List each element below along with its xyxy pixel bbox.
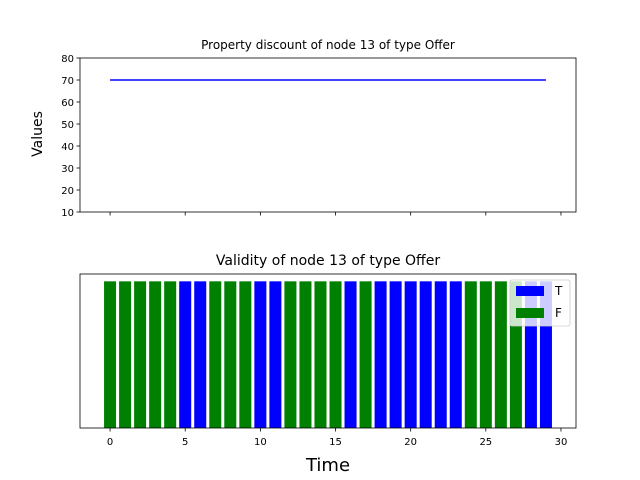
validity-bar-f <box>104 281 117 428</box>
validity-bar-f <box>209 281 222 428</box>
discount-chart-y-tick-label: 80 <box>61 54 74 65</box>
discount-chart-y-tick-label: 10 <box>61 208 74 219</box>
validity-chart-title: Validity of node 13 of type Offer <box>216 253 440 269</box>
validity-bar-t <box>449 281 462 428</box>
validity-bar-f <box>299 281 312 428</box>
validity-bar-t <box>389 281 402 428</box>
validity-chart-x-tick-label: 20 <box>404 437 417 448</box>
discount-chart-y-tick-label: 20 <box>61 186 74 197</box>
validity-bar-f <box>464 281 477 428</box>
validity-chart-plot-frame <box>79 273 577 429</box>
validity-bar-t <box>404 281 417 428</box>
discount-chart-y-tick-label: 40 <box>61 142 74 153</box>
validity-chart-x-tick-label: 5 <box>182 437 188 448</box>
discount-chart-y-axis-label: Values <box>30 111 46 157</box>
discount-chart-y-ticks: 10 20 30 40 50 60 70 80 <box>61 54 80 219</box>
validity-bar-f <box>149 281 162 428</box>
validity-bar-t <box>254 281 267 428</box>
validity-chart-bars <box>104 281 552 428</box>
validity-bar-f <box>239 281 252 428</box>
discount-chart-y-tick-label: 30 <box>61 164 74 175</box>
discount-chart-title: Property discount of node 13 of type Off… <box>201 38 455 52</box>
validity-bar-f <box>359 281 372 428</box>
legend-swatch-f <box>516 308 544 318</box>
validity-bar-t <box>419 281 432 428</box>
validity-bar-t <box>269 281 282 428</box>
validity-bar-t <box>374 281 387 428</box>
validity-chart-x-tick-label: 0 <box>107 437 113 448</box>
discount-chart-y-tick-label: 70 <box>61 76 74 87</box>
discount-chart-y-tick-label: 50 <box>61 120 74 131</box>
validity-chart-x-axis-label: Time <box>305 455 350 476</box>
validity-chart-x-tick-label: 25 <box>479 437 492 448</box>
validity-bar-t <box>344 281 357 428</box>
validity-bar-f <box>134 281 147 428</box>
discount-chart-x-ticks <box>109 212 562 216</box>
discount-chart-plot-frame <box>79 57 577 213</box>
validity-bar-f <box>224 281 237 428</box>
validity-bar-f <box>314 281 327 428</box>
validity-chart-x-tick-label: 30 <box>555 437 568 448</box>
legend-label-t: T <box>554 284 563 298</box>
validity-bar-f <box>119 281 132 428</box>
legend-swatch-t <box>516 286 544 296</box>
validity-bar-t <box>179 281 192 428</box>
validity-chart-x-ticks: 0 5 10 15 20 25 30 <box>107 428 567 448</box>
validity-chart-x-tick-label: 15 <box>329 437 342 448</box>
validity-bar-t <box>434 281 447 428</box>
discount-chart: Property discount of node 13 of type Off… <box>30 38 577 219</box>
validity-bar-f <box>284 281 297 428</box>
validity-bar-f <box>479 281 492 428</box>
validity-bar-f <box>494 281 507 428</box>
validity-chart-legend: T F <box>509 279 571 327</box>
discount-chart-y-tick-label: 60 <box>61 98 74 109</box>
validity-bar-t <box>194 281 207 428</box>
legend-label-f: F <box>555 306 562 320</box>
validity-bar-f <box>164 281 177 428</box>
validity-chart-x-tick-label: 10 <box>254 437 267 448</box>
validity-chart: Validity of node 13 of type Offer 0 5 10 15… <box>79 253 577 476</box>
validity-bar-f <box>329 281 342 428</box>
